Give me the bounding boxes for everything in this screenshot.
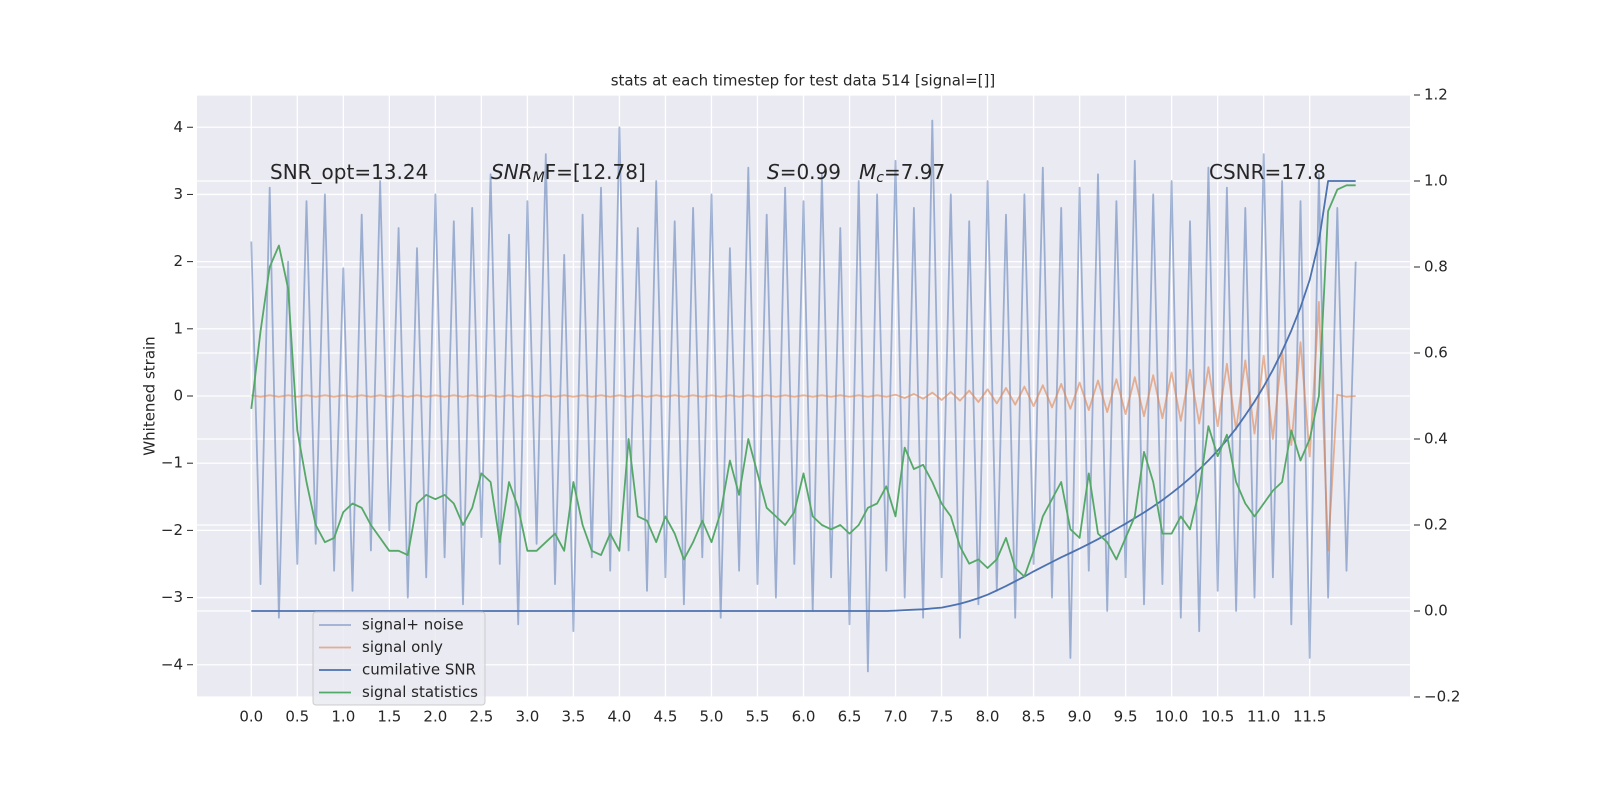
x-tick-label: 10.0 — [1155, 708, 1188, 726]
annotation: CSNR=17.8 — [1209, 160, 1326, 184]
y-axis-label: Whitened strain — [141, 336, 159, 455]
x-tick-label: 8.5 — [1022, 708, 1046, 726]
y2-tick-label: 0.0 — [1424, 602, 1448, 620]
y-tick-label: −3 — [161, 588, 183, 606]
x-tick-label: 6.0 — [792, 708, 816, 726]
annotation-part: SNR — [491, 160, 533, 184]
legend-label: signal only — [362, 638, 443, 656]
x-tick-label: 11.5 — [1293, 708, 1326, 726]
annotation: SNR_opt=13.24 — [270, 160, 428, 184]
x-tick-label: 7.5 — [930, 708, 954, 726]
chart-title: stats at each timestep for test data 514… — [611, 72, 996, 90]
annotation-part: CSNR=17.8 — [1209, 160, 1326, 184]
x-tick-label: 11.0 — [1247, 708, 1280, 726]
series-line — [250, 119, 1357, 673]
y2-tick-label: 0.6 — [1424, 344, 1448, 362]
y-tick-label: 1 — [173, 319, 183, 337]
x-tick-label: 2.5 — [469, 708, 493, 726]
x-tick-label: 3.0 — [515, 708, 539, 726]
y2-tick-label: 1.2 — [1424, 86, 1448, 104]
legend-box — [312, 611, 486, 706]
y-tick-label: −2 — [161, 521, 183, 539]
x-tick-label: 5.0 — [700, 708, 724, 726]
x-tick-label: 4.5 — [654, 708, 678, 726]
x-tick-label: 9.5 — [1114, 708, 1138, 726]
y-tick-label: 2 — [173, 252, 183, 270]
annotation-part: M — [533, 170, 545, 186]
x-tick-label: 3.5 — [561, 708, 585, 726]
annotation: S=0.99 — [767, 160, 841, 184]
annotation-part: SNR_opt=13.24 — [270, 160, 428, 184]
y2-tick-label: 0.2 — [1424, 516, 1448, 534]
series-line — [251, 180, 1356, 612]
series-line — [251, 301, 1356, 552]
annotation-part: c — [876, 170, 884, 186]
x-tick-label: 7.0 — [884, 708, 908, 726]
y-tick-label: 0 — [173, 387, 183, 405]
series-line — [250, 184, 1356, 578]
y-tick-label: 3 — [173, 185, 183, 203]
legend-label: signal statistics — [362, 683, 478, 701]
annotation-part: M — [859, 160, 876, 184]
x-tick-label: 1.5 — [377, 708, 401, 726]
x-tick-label: 4.0 — [608, 708, 632, 726]
y2-tick-label: 0.8 — [1424, 258, 1448, 276]
x-tick-label: 1.0 — [331, 708, 355, 726]
y2-tick-label: 1.0 — [1424, 172, 1448, 190]
y2-tick-label: 0.4 — [1424, 430, 1448, 448]
x-tick-label: 9.0 — [1068, 708, 1092, 726]
x-tick-label: 8.0 — [976, 708, 1000, 726]
y-tick-label: −1 — [161, 454, 183, 472]
legend-label: cumilative SNR — [362, 661, 476, 679]
annotation: Mc=7.97 — [859, 160, 945, 187]
y-tick-label: 4 — [173, 118, 183, 136]
annotation-part: F=[12.78] — [545, 160, 646, 184]
x-tick-label: 0.5 — [285, 708, 309, 726]
annotation-part: =7.97 — [884, 160, 945, 184]
x-tick-label: 0.0 — [239, 708, 263, 726]
y2-tick-label: −0.2 — [1424, 688, 1460, 706]
annotation: SNRMF=[12.78] — [491, 160, 646, 187]
x-tick-label: 2.0 — [423, 708, 447, 726]
annotation-part: S — [767, 160, 780, 184]
y-tick-label: −4 — [161, 655, 183, 673]
x-tick-label: 6.5 — [838, 708, 862, 726]
x-tick-label: 10.5 — [1201, 708, 1234, 726]
annotation-part: =0.99 — [780, 160, 841, 184]
x-tick-label: 5.5 — [746, 708, 770, 726]
plot-area — [250, 119, 1357, 673]
legend-label: signal+ noise — [362, 616, 464, 634]
